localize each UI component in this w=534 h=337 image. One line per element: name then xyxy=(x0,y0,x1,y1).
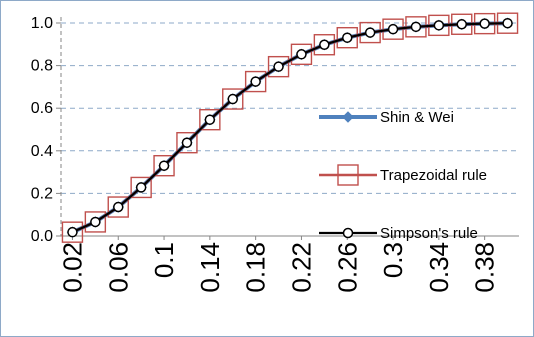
x-tick-label: 0.18 xyxy=(241,242,271,293)
circle-marker xyxy=(181,137,193,148)
circle-marker xyxy=(250,76,261,87)
circle-marker xyxy=(113,201,124,213)
legend-item: Shin & Wei xyxy=(319,109,454,126)
x-tick-label: 0.1 xyxy=(149,242,179,278)
square-marker xyxy=(130,176,152,199)
x-tick-label: 0.02 xyxy=(57,242,87,293)
circle-marker xyxy=(433,20,445,31)
circle-marker xyxy=(158,160,170,171)
series-circle xyxy=(67,17,513,238)
square-marker xyxy=(176,132,198,154)
legend-label: Simpson's rule xyxy=(380,225,478,242)
series-group xyxy=(61,12,519,243)
circle-marker xyxy=(90,216,101,228)
legend-label: Shin & Wei xyxy=(380,109,454,126)
square-marker xyxy=(359,21,381,44)
square-marker xyxy=(337,164,359,186)
y-axis-ticks: 0.0 0.2 0.4 0.6 0.8 1.0 xyxy=(31,15,61,245)
series-square xyxy=(61,12,519,243)
circle-marker xyxy=(273,61,284,72)
legend-item: Trapezoidal rule xyxy=(319,164,487,186)
circle-marker xyxy=(319,39,330,50)
circle-marker xyxy=(364,27,376,38)
circle-marker xyxy=(410,21,422,33)
series-line xyxy=(71,21,508,234)
y-tick-label: 0.2 xyxy=(31,185,53,202)
x-tick-label: 0.26 xyxy=(332,242,362,293)
x-tick-label: 0.34 xyxy=(424,242,454,293)
series-line xyxy=(71,21,508,234)
y-tick-label: 1.0 xyxy=(31,15,53,32)
square-marker xyxy=(244,70,267,93)
square-marker xyxy=(336,26,358,49)
circle-marker xyxy=(204,114,216,125)
axes xyxy=(60,17,519,237)
circle-marker xyxy=(227,93,238,105)
y-tick-label: 0.4 xyxy=(31,143,53,160)
series-diamond xyxy=(66,17,514,238)
circle-marker xyxy=(296,49,307,60)
x-axis-ticks: 0.02 0.06 0.1 0.14 0.18 0.22 0.26 0.3 0.34 0.38 xyxy=(57,236,500,293)
circle-marker xyxy=(67,226,78,238)
circle-marker xyxy=(387,23,399,35)
legend-label: Trapezoidal rule xyxy=(380,167,487,184)
y-tick-label: 0.8 xyxy=(31,58,53,75)
x-tick-label: 0.14 xyxy=(195,242,225,293)
circle-marker xyxy=(342,32,353,43)
square-marker xyxy=(222,88,244,110)
y-tick-label: 0.6 xyxy=(31,100,53,117)
circle-marker xyxy=(479,18,490,29)
square-marker xyxy=(61,221,84,243)
series-line xyxy=(72,22,508,234)
square-marker xyxy=(107,196,129,218)
x-tick-label: 0.06 xyxy=(103,242,133,293)
square-marker xyxy=(313,34,336,56)
y-tick-label: 0.0 xyxy=(31,228,53,245)
gridlines xyxy=(61,22,519,194)
x-tick-label: 0.38 xyxy=(470,242,500,293)
x-tick-label: 0.3 xyxy=(378,242,408,278)
legend-item: Simpson's rule xyxy=(319,225,478,242)
square-marker xyxy=(84,211,107,233)
square-marker xyxy=(267,55,290,78)
square-marker xyxy=(290,43,313,66)
circle-marker xyxy=(342,227,354,239)
x-tick-label: 0.22 xyxy=(286,242,316,293)
diamond-marker xyxy=(342,111,354,123)
circle-marker xyxy=(135,182,147,193)
circle-marker xyxy=(456,19,467,30)
square-marker xyxy=(199,109,221,131)
square-marker xyxy=(153,155,175,177)
legend: Shin & Wei Trapezoidal rule Simpson's rule xyxy=(319,109,487,242)
circle-marker xyxy=(502,17,513,29)
